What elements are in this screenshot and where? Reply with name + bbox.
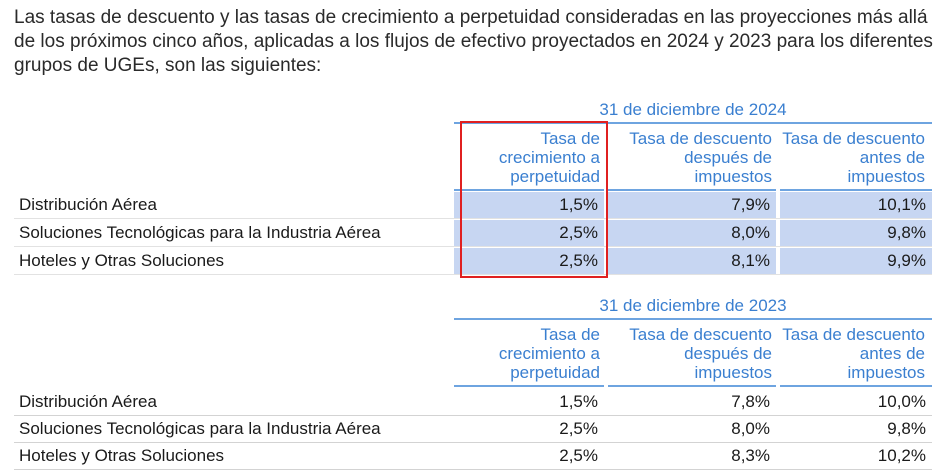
- column-header-growth-rate: Tasa de crecimiento a perpetuidad: [498, 129, 600, 186]
- cell-growth-rate: 2,5%: [454, 220, 604, 246]
- row-label: Distribución Aérea: [19, 392, 157, 411]
- cell-growth-rate: 2,5%: [559, 419, 598, 438]
- column-header-pre-tax-discount: Tasa de descuento antes de impuestos: [782, 325, 925, 382]
- row-divider: [14, 246, 932, 247]
- column-header-pre-tax-discount: Tasa de descuento antes de impuestos: [782, 129, 925, 186]
- cell-pre-tax-discount: 10,2%: [877, 446, 926, 465]
- cell-after-tax-discount: 8,3%: [731, 446, 770, 465]
- row-divider: [14, 274, 932, 275]
- column-header-after-tax-discount: Tasa de descuento después de impuestos: [629, 325, 772, 382]
- table-row: Soluciones Tecnológicas para la Industri…: [14, 416, 932, 443]
- period-header-2023: 31 de diciembre de 2023: [599, 296, 787, 315]
- cell-growth-rate: 2,5%: [454, 248, 604, 274]
- cell-after-tax-discount: 7,8%: [731, 392, 770, 411]
- table-row: Distribución Aérea 1,5% 7,9% 10,1%: [14, 192, 932, 219]
- row-divider: [14, 415, 932, 416]
- cell-growth-rate: 1,5%: [454, 192, 604, 218]
- cell-after-tax-discount: 7,9%: [608, 192, 776, 218]
- period-rule-2023: [454, 318, 932, 320]
- row-label: Hoteles y Otras Soluciones: [19, 446, 225, 465]
- row-label: Distribución Aérea: [19, 195, 157, 214]
- cell-pre-tax-discount: 10,0%: [877, 392, 926, 411]
- column-rule: [780, 385, 932, 387]
- column-header-growth-rate: Tasa de crecimiento a perpetuidad: [498, 325, 600, 382]
- column-header-after-tax-discount: Tasa de descuento después de impuestos: [629, 129, 772, 186]
- column-rule: [608, 385, 776, 387]
- row-divider: [14, 469, 932, 470]
- row-label: Hoteles y Otras Soluciones: [19, 251, 225, 270]
- column-rule: [608, 189, 776, 191]
- cell-after-tax-discount: 8,0%: [608, 220, 776, 246]
- row-divider: [14, 442, 932, 443]
- period-rule-2024: [454, 122, 932, 124]
- column-rule: [780, 189, 932, 191]
- cell-pre-tax-discount: 10,1%: [780, 192, 932, 218]
- cell-after-tax-discount: 8,0%: [731, 419, 770, 438]
- table-row: Soluciones Tecnológicas para la Industri…: [14, 220, 932, 247]
- table-row: Hoteles y Otras Soluciones 2,5% 8,1% 9,9…: [14, 248, 932, 275]
- cell-growth-rate: 1,5%: [559, 392, 598, 411]
- cell-after-tax-discount: 8,1%: [608, 248, 776, 274]
- column-rule: [454, 385, 604, 387]
- period-header-2024: 31 de diciembre de 2024: [599, 100, 787, 119]
- cell-pre-tax-discount: 9,9%: [780, 248, 932, 274]
- row-label: Soluciones Tecnológicas para la Industri…: [19, 419, 381, 438]
- table-row: Distribución Aérea 1,5% 7,8% 10,0%: [14, 389, 932, 416]
- cell-growth-rate: 2,5%: [559, 446, 598, 465]
- cell-pre-tax-discount: 9,8%: [780, 220, 932, 246]
- row-label: Soluciones Tecnológicas para la Industri…: [19, 223, 381, 242]
- intro-paragraph: Las tasas de descuento y las tasas de cr…: [14, 7, 933, 76]
- table-row: Hoteles y Otras Soluciones 2,5% 8,3% 10,…: [14, 443, 932, 470]
- row-divider: [14, 218, 932, 219]
- cell-pre-tax-discount: 9,8%: [887, 419, 926, 438]
- column-rule: [454, 189, 604, 191]
